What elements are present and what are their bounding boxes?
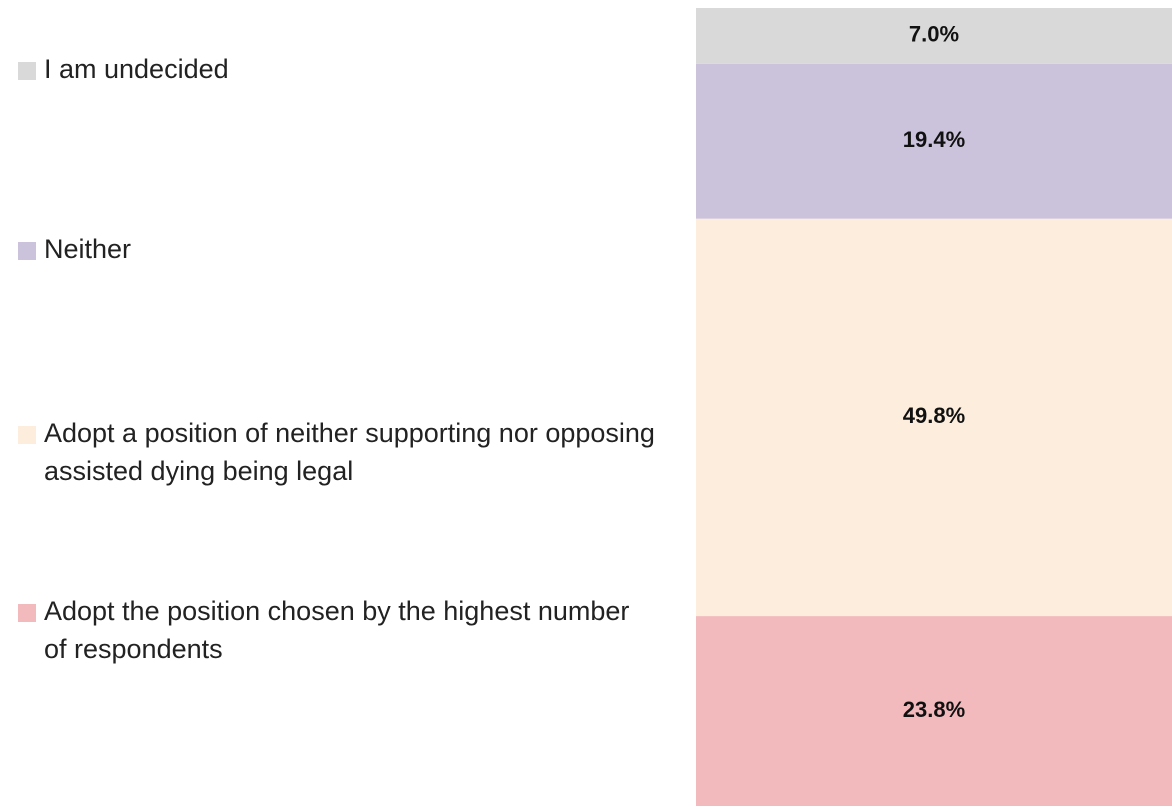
legend-swatch: [18, 242, 36, 260]
bar-segment: [696, 8, 1172, 64]
value-label: 7.0%: [909, 22, 959, 47]
legend-swatch: [18, 62, 36, 80]
legend-label: Adopt the position chosen by the highest…: [44, 596, 630, 664]
legend-swatch: [18, 604, 36, 622]
bar-segment: [696, 616, 1172, 806]
legend-item: I am undecided: [18, 50, 658, 88]
value-label: 19.4%: [903, 127, 965, 152]
value-label: 23.8%: [903, 697, 965, 722]
legend-swatch: [18, 426, 36, 444]
legend-label: Adopt a position of neither supporting n…: [44, 418, 655, 486]
legend-item: Neither: [18, 230, 658, 268]
legend-label: Neither: [44, 234, 132, 264]
legend-item: Adopt a position of neither supporting n…: [18, 414, 658, 490]
legend-item: Adopt the position chosen by the highest…: [18, 592, 658, 668]
legend-label: I am undecided: [44, 54, 229, 84]
bar-segment: [696, 218, 1172, 617]
value-label: 49.8%: [903, 403, 965, 428]
bar-segment: [696, 63, 1172, 219]
